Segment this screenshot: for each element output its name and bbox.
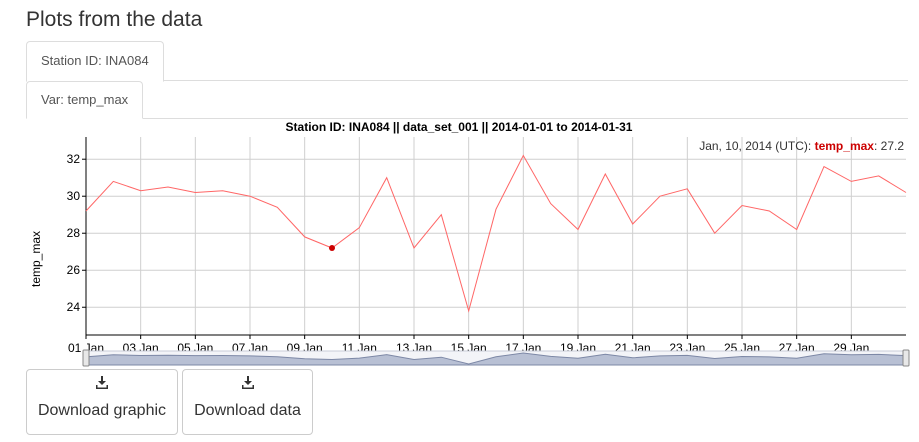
y-tick-label: 28 bbox=[67, 226, 81, 240]
station-tabs: Station ID: INA084 bbox=[26, 41, 908, 82]
data-point[interactable] bbox=[904, 191, 908, 195]
data-point[interactable] bbox=[740, 203, 744, 207]
range-handle-left[interactable] bbox=[82, 349, 90, 367]
tab-variable[interactable]: Var: temp_max bbox=[26, 81, 144, 119]
data-point[interactable] bbox=[877, 174, 881, 178]
variable-tabs: Var: temp_max bbox=[26, 81, 908, 119]
y-tick-label: 30 bbox=[67, 189, 81, 203]
data-point[interactable] bbox=[767, 209, 771, 213]
hover-legend: Jan, 10, 2014 (UTC): temp_max: 27.2 bbox=[699, 139, 904, 153]
data-point[interactable] bbox=[275, 205, 279, 209]
data-point[interactable] bbox=[603, 172, 607, 176]
range-selector-overview bbox=[85, 352, 907, 366]
legend-value: 27.2 bbox=[881, 139, 905, 153]
y-tick-label: 26 bbox=[67, 263, 81, 277]
chart-grid bbox=[85, 137, 906, 335]
download-graphic-label: Download graphic bbox=[37, 402, 167, 419]
legend-date: Jan, 10, 2014 (UTC): bbox=[699, 139, 811, 153]
range-selector[interactable] bbox=[82, 349, 910, 367]
data-point[interactable] bbox=[521, 154, 525, 158]
y-axis-title: temp_max bbox=[29, 231, 43, 287]
legend-series: temp_max bbox=[815, 139, 875, 153]
y-tick-labels: 24 26 28 30 32 bbox=[67, 152, 86, 314]
highlight-point bbox=[329, 245, 335, 252]
data-point[interactable] bbox=[713, 231, 717, 235]
data-point[interactable] bbox=[685, 187, 689, 191]
data-point[interactable] bbox=[221, 189, 225, 193]
chart-container[interactable]: 24 26 28 30 32 01 Jan 03 Jan 05 Jan 07 Jan 09 Ja… bbox=[0, 119, 919, 369]
tab-station[interactable]: Station ID: INA084 bbox=[26, 41, 164, 82]
data-point[interactable] bbox=[822, 165, 826, 169]
data-point[interactable] bbox=[166, 185, 170, 189]
series-line-temp-max bbox=[85, 154, 907, 313]
download-data-label: Download data bbox=[194, 402, 301, 419]
chart-title: Station ID: INA084 || data_set_001 || 20… bbox=[286, 120, 633, 134]
data-point[interactable] bbox=[439, 213, 443, 217]
data-point[interactable] bbox=[576, 228, 580, 232]
data-point[interactable] bbox=[467, 309, 471, 313]
download-icon bbox=[96, 376, 108, 389]
data-point[interactable] bbox=[658, 194, 662, 198]
data-point[interactable] bbox=[139, 189, 143, 193]
data-point[interactable] bbox=[549, 202, 553, 206]
data-point[interactable] bbox=[412, 246, 416, 250]
data-point[interactable] bbox=[111, 179, 115, 183]
range-handle-right[interactable] bbox=[902, 349, 910, 367]
data-point[interactable] bbox=[631, 222, 635, 226]
data-point[interactable] bbox=[248, 194, 252, 198]
page-title: Plots from the data bbox=[26, 8, 203, 31]
legend-colon: : bbox=[874, 139, 881, 153]
data-point[interactable] bbox=[494, 207, 498, 211]
data-point[interactable] bbox=[84, 209, 88, 213]
data-point[interactable] bbox=[385, 176, 389, 180]
data-point[interactable] bbox=[357, 226, 361, 230]
y-tick-label: 32 bbox=[67, 152, 81, 166]
data-point[interactable] bbox=[849, 179, 853, 183]
data-point[interactable] bbox=[795, 228, 799, 232]
data-point[interactable] bbox=[303, 235, 307, 239]
download-graphic-button[interactable]: Download graphic bbox=[26, 369, 178, 435]
y-tick-label: 24 bbox=[67, 300, 81, 314]
download-icon bbox=[241, 376, 254, 389]
data-point[interactable] bbox=[193, 191, 197, 195]
download-data-button[interactable]: Download data bbox=[182, 369, 313, 435]
